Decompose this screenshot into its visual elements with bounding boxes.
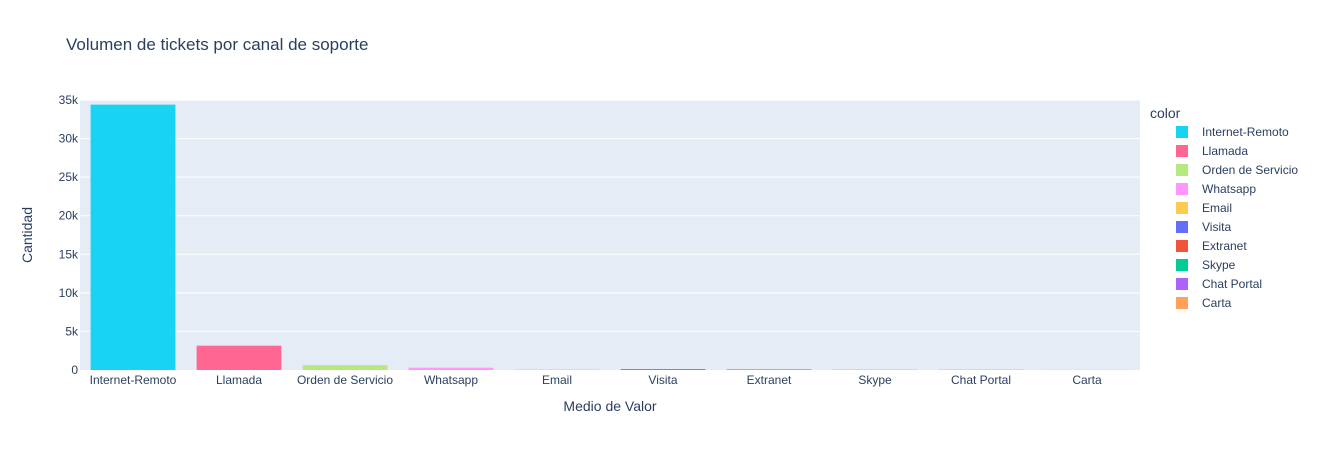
bar-whatsapp (409, 368, 494, 370)
legend-item-label[interactable]: Email (1202, 201, 1232, 215)
legend-swatch[interactable] (1176, 202, 1188, 214)
legend-item-label[interactable]: Whatsapp (1202, 182, 1256, 196)
y-tick-label: 35k (59, 93, 79, 107)
x-tick-label: Internet-Remoto (90, 373, 177, 387)
legend-swatch[interactable] (1176, 145, 1188, 157)
legend-swatch[interactable] (1176, 183, 1188, 195)
legend-item-label[interactable]: Visita (1202, 220, 1231, 234)
chart-title: Volumen de tickets por canal de soporte (66, 35, 368, 54)
legend-swatch[interactable] (1176, 278, 1188, 290)
legend-item-label[interactable]: Orden de Servicio (1202, 163, 1298, 177)
y-tick-label: 0 (71, 363, 78, 377)
legend-title: color (1150, 105, 1181, 121)
legend-swatch[interactable] (1176, 297, 1188, 309)
legend-item-label[interactable]: Chat Portal (1202, 277, 1262, 291)
x-tick-label: Email (542, 373, 572, 387)
y-axis-title: Cantidad (19, 207, 35, 263)
x-tick-label: Skype (858, 373, 892, 387)
legend-item-label[interactable]: Skype (1202, 258, 1236, 272)
legend: Internet-Remoto Llamada Orden de Servicio W… (1176, 125, 1298, 310)
y-tick-label: 20k (59, 209, 79, 223)
legend-swatch[interactable] (1176, 164, 1188, 176)
x-axis-ticks: Internet-Remoto Llamada Orden de Servicio W… (90, 373, 1102, 387)
y-tick-label: 10k (59, 286, 79, 300)
x-tick-label: Orden de Servicio (297, 373, 393, 387)
y-axis-ticks: 0 5k 10k 15k 20k 25k 30k 35k (59, 93, 79, 377)
y-tick-label: 30k (59, 132, 79, 146)
bar-extranet (727, 369, 812, 370)
y-tick-label: 15k (59, 247, 79, 261)
y-tick-label: 5k (65, 324, 79, 338)
x-tick-label: Llamada (216, 373, 262, 387)
x-tick-label: Visita (648, 373, 677, 387)
x-tick-label: Chat Portal (951, 373, 1011, 387)
legend-swatch[interactable] (1176, 126, 1188, 138)
legend-item-label[interactable]: Extranet (1202, 239, 1247, 253)
x-tick-label: Whatsapp (424, 373, 478, 387)
bar-llamada (197, 346, 282, 370)
legend-swatch[interactable] (1176, 240, 1188, 252)
x-tick-label: Extranet (747, 373, 792, 387)
y-tick-label: 25k (59, 170, 79, 184)
x-tick-label: Carta (1072, 373, 1102, 387)
legend-item-label[interactable]: Internet-Remoto (1202, 125, 1289, 139)
bar-internet-remoto (91, 105, 176, 370)
bar-visita (621, 369, 706, 370)
x-axis-title: Medio de Valor (563, 398, 656, 414)
legend-item-label[interactable]: Carta (1202, 296, 1232, 310)
legend-item-label[interactable]: Llamada (1202, 144, 1248, 158)
plot-area (80, 100, 1140, 370)
bar-orden-de-servicio (303, 365, 388, 370)
legend-swatch[interactable] (1176, 221, 1188, 233)
legend-swatch[interactable] (1176, 259, 1188, 271)
